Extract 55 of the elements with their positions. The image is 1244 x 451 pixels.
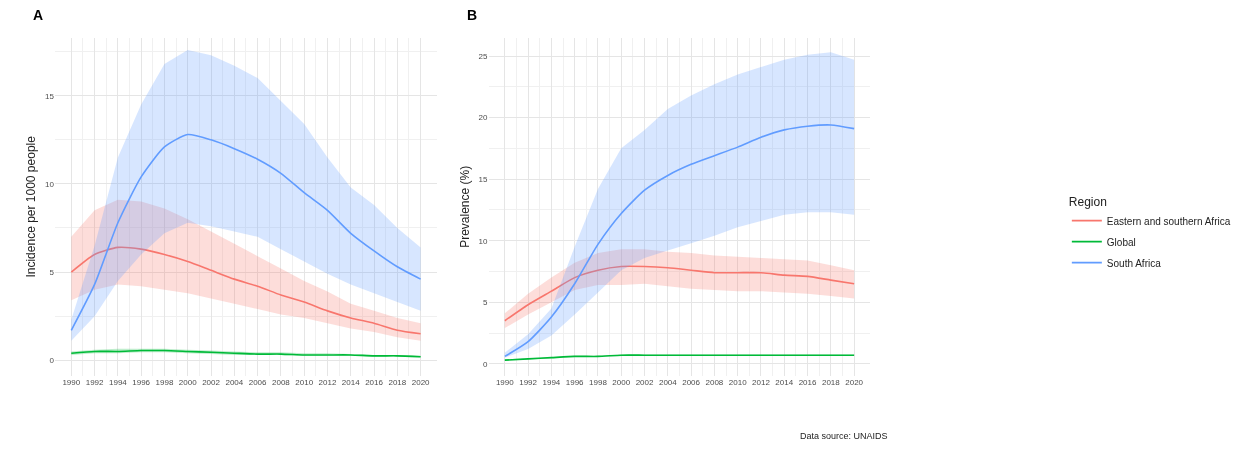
x-tick-label: 2008 <box>705 378 724 388</box>
legend-label: South Africa <box>1106 257 1162 269</box>
x-tick-label: 2014 <box>775 378 794 388</box>
x-tick-label: 2002 <box>635 378 654 388</box>
x-tick-label: 2004 <box>225 378 244 388</box>
x-tick-label: 2010 <box>295 378 314 388</box>
y-tick-label: 10 <box>478 236 489 246</box>
x-tick-label: 2016 <box>798 378 817 388</box>
y-tick-label: 15 <box>45 91 55 101</box>
line-series <box>70 133 422 332</box>
x-tick-label: 2004 <box>658 378 678 388</box>
y-tick-label: 5 <box>49 267 55 277</box>
legend-label: Eastern and southern Africa <box>1106 215 1231 227</box>
x-tick-label: 2006 <box>682 378 701 388</box>
x-tick-label: 2014 <box>341 378 361 388</box>
y-tick-label: 0 <box>49 356 55 366</box>
chart-title: A <box>33 7 44 23</box>
x-tick-label: 2020 <box>411 378 431 388</box>
x-tick-label: 2012 <box>318 378 337 388</box>
y-tick-label: 15 <box>478 174 489 184</box>
y-tick-label: 5 <box>483 298 489 308</box>
line-series <box>504 265 855 322</box>
legend-title: Region <box>1068 195 1107 210</box>
x-tick-label: 2012 <box>752 378 771 388</box>
y-tick-label: 10 <box>45 179 55 189</box>
x-tick-label: 1996 <box>132 378 151 388</box>
line-series <box>70 246 422 335</box>
x-tick-label: 1992 <box>519 378 538 388</box>
line-series <box>504 124 855 358</box>
x-tick-label: 2008 <box>271 378 291 388</box>
x-tick-label: 2006 <box>248 378 268 388</box>
y-axis-title: Prevalence (%) <box>457 165 472 248</box>
x-tick-label: 1994 <box>108 378 128 388</box>
x-tick-label: 1998 <box>155 378 174 388</box>
x-tick-label: 1998 <box>589 378 608 388</box>
x-tick-label: 1990 <box>495 378 515 388</box>
legend-label: Global <box>1106 236 1136 248</box>
chart-title: B <box>467 7 478 23</box>
x-tick-label: 2000 <box>612 378 631 388</box>
y-tick-label: 25 <box>478 51 489 61</box>
y-tick-label: 0 <box>483 359 489 369</box>
x-tick-label: 1996 <box>565 378 585 388</box>
x-tick-label: 2016 <box>365 378 384 388</box>
x-tick-label: 2018 <box>821 378 841 388</box>
x-tick-label: 2000 <box>178 378 198 388</box>
x-tick-label: 1994 <box>542 378 561 388</box>
x-tick-label: 1990 <box>62 378 81 388</box>
x-tick-label: 2018 <box>388 378 407 388</box>
x-tick-label: 1992 <box>85 378 105 388</box>
y-axis-title: Incidence per 1000 people <box>24 135 39 278</box>
x-tick-label: 2020 <box>845 378 864 388</box>
y-tick-label: 20 <box>478 113 489 123</box>
x-tick-label: 2002 <box>202 378 221 388</box>
x-tick-label: 2010 <box>728 378 748 388</box>
source-note: Data source: UNAIDS <box>800 431 888 441</box>
